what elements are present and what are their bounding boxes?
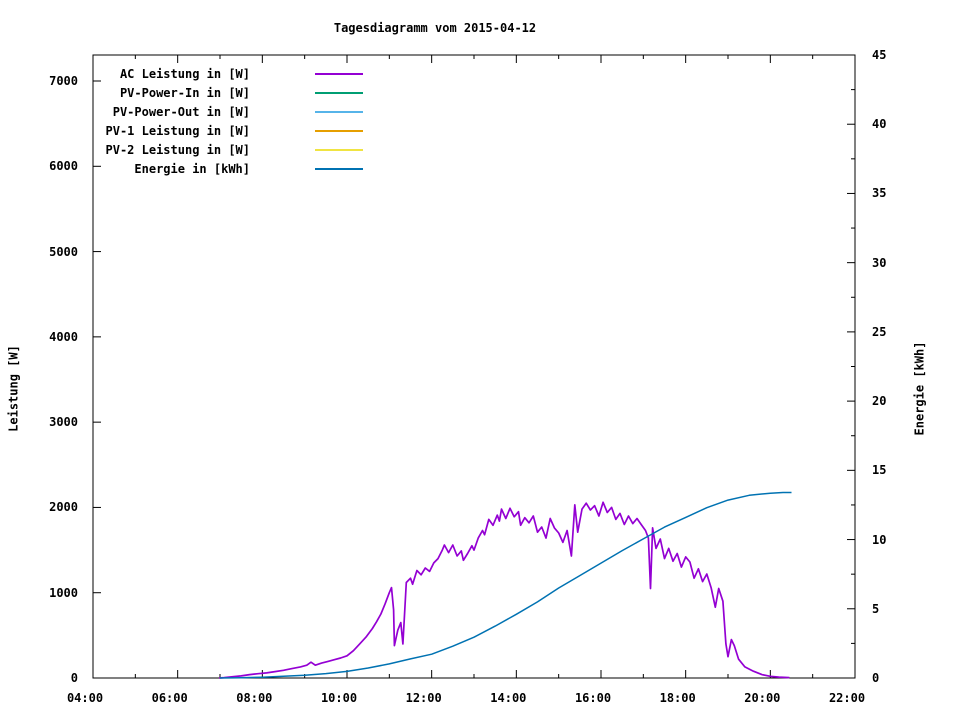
x-tick-label: 14:00 bbox=[490, 691, 527, 705]
chart-title: Tagesdiagramm vom 2015-04-12 bbox=[333, 21, 537, 35]
y-right-tick-label: 20 bbox=[872, 394, 887, 409]
legend-item-pv-power-in: PV-Power-In in [W] bbox=[100, 83, 363, 102]
y-left-tick-label: 5000 bbox=[49, 244, 78, 259]
legend-item-pv1-leistung: PV-1 Leistung in [W] bbox=[100, 121, 363, 140]
legend: AC Leistung in [W] PV-Power-In in [W] PV… bbox=[100, 64, 363, 178]
y-left-tick-label: 6000 bbox=[49, 159, 78, 174]
y-left-tick-label: 4000 bbox=[49, 329, 78, 344]
y-left-tick-label: 3000 bbox=[49, 415, 78, 430]
y-axis-right-label: Energie [kWh] bbox=[912, 341, 927, 436]
legend-item-pv-power-out: PV-Power-Out in [W] bbox=[100, 102, 363, 121]
y-right-tick-label: 30 bbox=[872, 255, 887, 270]
y-right-tick-label: 5 bbox=[872, 601, 880, 616]
y-right-tick-label: 15 bbox=[872, 463, 887, 478]
legend-line-sample bbox=[315, 167, 363, 170]
x-tick-label: 06:00 bbox=[151, 691, 188, 705]
y-right-tick-label: 35 bbox=[872, 186, 887, 201]
legend-label: AC Leistung in [W] bbox=[119, 66, 250, 81]
y-right-tick-label: 25 bbox=[872, 324, 887, 339]
x-tick-label: 16:00 bbox=[574, 691, 612, 705]
legend-label: PV-Power-Out in [W] bbox=[112, 104, 250, 119]
y-right-tick-label: 45 bbox=[872, 48, 887, 62]
y-axis-left-label: Leistung [W] bbox=[6, 345, 21, 432]
y-left-tick-label: 0 bbox=[70, 671, 78, 685]
x-tick-label: 18:00 bbox=[659, 691, 696, 705]
y-right-tick-label: 10 bbox=[872, 532, 887, 547]
x-tick-label: 22:00 bbox=[828, 691, 866, 705]
y-left-tick-label: 1000 bbox=[49, 585, 78, 600]
legend-line-sample bbox=[315, 129, 363, 132]
series-line-ac-leistung bbox=[219, 501, 790, 679]
legend-label: Energie in [kWh] bbox=[134, 161, 250, 176]
x-tick-label: 04:00 bbox=[66, 691, 104, 705]
y-right-tick-label: 40 bbox=[872, 117, 887, 132]
legend-line-sample bbox=[315, 72, 363, 75]
legend-item-ac-leistung: AC Leistung in [W] bbox=[100, 64, 363, 83]
legend-line-sample bbox=[315, 110, 363, 113]
legend-item-pv2-leistung: PV-2 Leistung in [W] bbox=[100, 140, 363, 159]
legend-line-sample bbox=[315, 148, 363, 151]
legend-line-sample bbox=[315, 91, 363, 94]
x-tick-label: 12:00 bbox=[405, 691, 442, 705]
y-left-tick-label: 2000 bbox=[49, 500, 78, 515]
x-tick-label: 08:00 bbox=[236, 691, 273, 705]
legend-item-energie: Energie in [kWh] bbox=[100, 159, 363, 178]
y-right-tick-label: 0 bbox=[872, 671, 880, 685]
legend-label: PV-1 Leistung in [W] bbox=[105, 123, 251, 138]
x-tick-label: 10:00 bbox=[320, 691, 358, 705]
series-line-energie bbox=[219, 491, 792, 679]
legend-label: PV-2 Leistung in [W] bbox=[105, 142, 251, 157]
legend-label: PV-Power-In in [W] bbox=[119, 85, 250, 100]
y-left-tick-label: 7000 bbox=[49, 74, 78, 88]
x-tick-label: 20:00 bbox=[744, 691, 781, 705]
